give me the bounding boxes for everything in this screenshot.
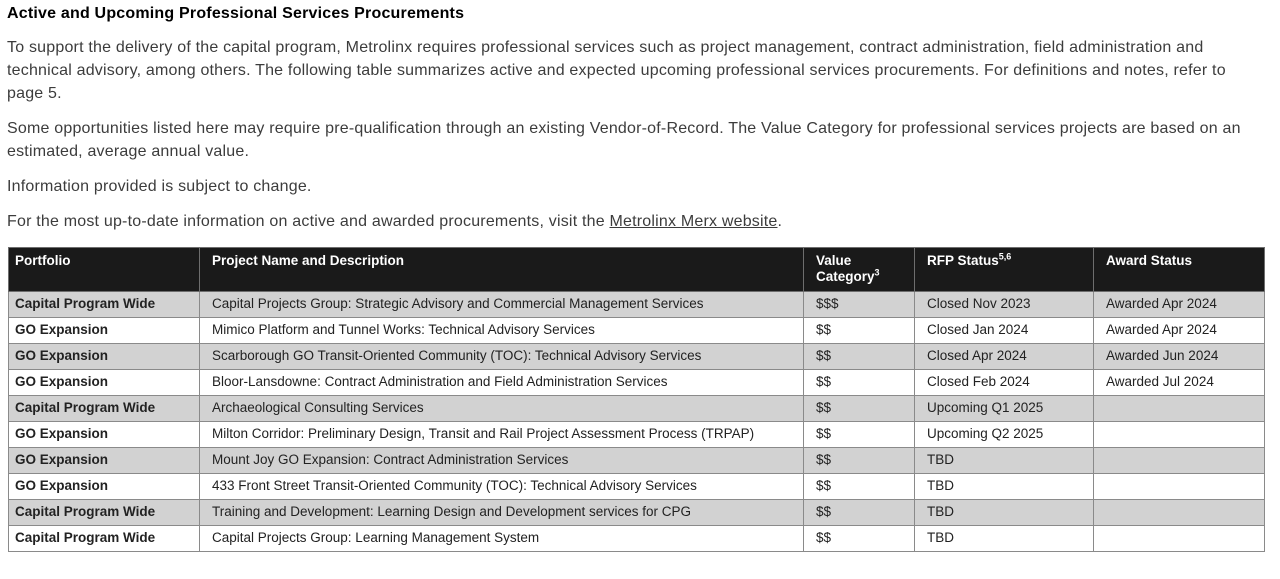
award-status-cell — [1093, 525, 1265, 552]
project-cell: Mount Joy GO Expansion: Contract Adminis… — [199, 447, 804, 474]
project-cell: Training and Development: Learning Desig… — [199, 499, 804, 526]
portfolio-cell: GO Expansion — [8, 447, 200, 474]
rfp-status-cell: Upcoming Q2 2025 — [914, 421, 1094, 448]
project-cell: Bloor-Lansdowne: Contract Administration… — [199, 369, 804, 396]
merx-paragraph-suffix: . — [777, 213, 783, 230]
procurements-table: Portfolio Project Name and Description V… — [8, 247, 1265, 552]
portfolio-cell: GO Expansion — [8, 473, 200, 500]
value-category-cell: $$ — [803, 343, 915, 370]
portfolio-cell: GO Expansion — [8, 343, 200, 370]
merx-paragraph: For the most up-to-date information on a… — [7, 210, 1245, 233]
value-category-cell: $$ — [803, 369, 915, 396]
prequalification-paragraph: Some opportunities listed here may requi… — [7, 120, 1241, 160]
rfp-status-cell: Closed Nov 2023 — [914, 291, 1094, 318]
value-category-cell: $$ — [803, 395, 915, 422]
value-category-cell: $$ — [803, 421, 915, 448]
award-status-cell — [1093, 395, 1265, 422]
value-category-cell: $$ — [803, 317, 915, 344]
award-status-cell — [1093, 421, 1265, 448]
rfp-status-cell: Closed Feb 2024 — [914, 369, 1094, 396]
page-title: Active and Upcoming Professional Service… — [7, 5, 465, 22]
project-cell: Capital Projects Group: Strategic Adviso… — [199, 291, 804, 318]
rfp-status-cell: TBD — [914, 525, 1094, 552]
header-rfp-status-footnote: 5,6 — [998, 251, 1012, 262]
project-cell: Capital Projects Group: Learning Managem… — [199, 525, 804, 552]
header-value-category: Value Category3 — [803, 247, 915, 292]
header-row: Portfolio Project Name and Description V… — [8, 247, 1265, 292]
rfp-status-cell: TBD — [914, 473, 1094, 500]
value-category-cell: $$$ — [803, 291, 915, 318]
rfp-status-cell: TBD — [914, 499, 1094, 526]
metrolinx-merx-link[interactable]: Metrolinx Merx website — [609, 213, 778, 230]
header-award-status: Award Status — [1093, 247, 1265, 292]
intro-paragraph: To support the delivery of the capital p… — [7, 39, 1226, 102]
document-page: Active and Upcoming Professional Service… — [7, 5, 1265, 552]
portfolio-cell: Capital Program Wide — [8, 395, 200, 422]
header-portfolio: Portfolio — [8, 247, 200, 292]
value-category-cell: $$ — [803, 525, 915, 552]
header-project-name: Project Name and Description — [199, 247, 804, 292]
value-category-cell: $$ — [803, 499, 915, 526]
table-body: Capital Program Wide Capital Projects Gr… — [8, 291, 1265, 552]
table-row: Capital Program Wide Capital Projects Gr… — [8, 525, 1265, 552]
table-row: GO Expansion Mount Joy GO Expansion: Con… — [8, 447, 1265, 474]
rfp-status-cell: Upcoming Q1 2025 — [914, 395, 1094, 422]
header-value-category-footnote: 3 — [874, 267, 880, 278]
project-cell: Archaeological Consulting Services — [199, 395, 804, 422]
portfolio-cell: Capital Program Wide — [8, 525, 200, 552]
portfolio-cell: Capital Program Wide — [8, 499, 200, 526]
table-row: GO Expansion 433 Front Street Transit-Or… — [8, 473, 1265, 500]
table-row: Capital Program Wide Training and Develo… — [8, 499, 1265, 526]
portfolio-cell: GO Expansion — [8, 421, 200, 448]
rfp-status-cell: Closed Apr 2024 — [914, 343, 1094, 370]
award-status-cell: Awarded Jul 2024 — [1093, 369, 1265, 396]
project-cell: Milton Corridor: Preliminary Design, Tra… — [199, 421, 804, 448]
table-row: GO Expansion Bloor-Lansdowne: Contract A… — [8, 369, 1265, 396]
rfp-status-cell: Closed Jan 2024 — [914, 317, 1094, 344]
award-status-cell — [1093, 447, 1265, 474]
portfolio-cell: GO Expansion — [8, 369, 200, 396]
table-row: GO Expansion Milton Corridor: Preliminar… — [8, 421, 1265, 448]
award-status-cell — [1093, 473, 1265, 500]
table-row: GO Expansion Scarborough GO Transit-Orie… — [8, 343, 1265, 370]
portfolio-cell: GO Expansion — [8, 317, 200, 344]
subject-to-change-paragraph: Information provided is subject to chang… — [7, 178, 312, 195]
award-status-cell: Awarded Apr 2024 — [1093, 317, 1265, 344]
portfolio-cell: Capital Program Wide — [8, 291, 200, 318]
project-cell: Scarborough GO Transit-Oriented Communit… — [199, 343, 804, 370]
merx-paragraph-prefix: For the most up-to-date information on a… — [7, 213, 610, 230]
rfp-status-cell: TBD — [914, 447, 1094, 474]
award-status-cell: Awarded Apr 2024 — [1093, 291, 1265, 318]
project-cell: Mimico Platform and Tunnel Works: Techni… — [199, 317, 804, 344]
table-row: Capital Program Wide Capital Projects Gr… — [8, 291, 1265, 318]
table-row: Capital Program Wide Archaeological Cons… — [8, 395, 1265, 422]
table-row: GO Expansion Mimico Platform and Tunnel … — [8, 317, 1265, 344]
value-category-cell: $$ — [803, 447, 915, 474]
award-status-cell: Awarded Jun 2024 — [1093, 343, 1265, 370]
award-status-cell — [1093, 499, 1265, 526]
table-header: Portfolio Project Name and Description V… — [8, 247, 1265, 292]
header-rfp-status: RFP Status5,6 — [914, 247, 1094, 292]
project-cell: 433 Front Street Transit-Oriented Commun… — [199, 473, 804, 500]
value-category-cell: $$ — [803, 473, 915, 500]
